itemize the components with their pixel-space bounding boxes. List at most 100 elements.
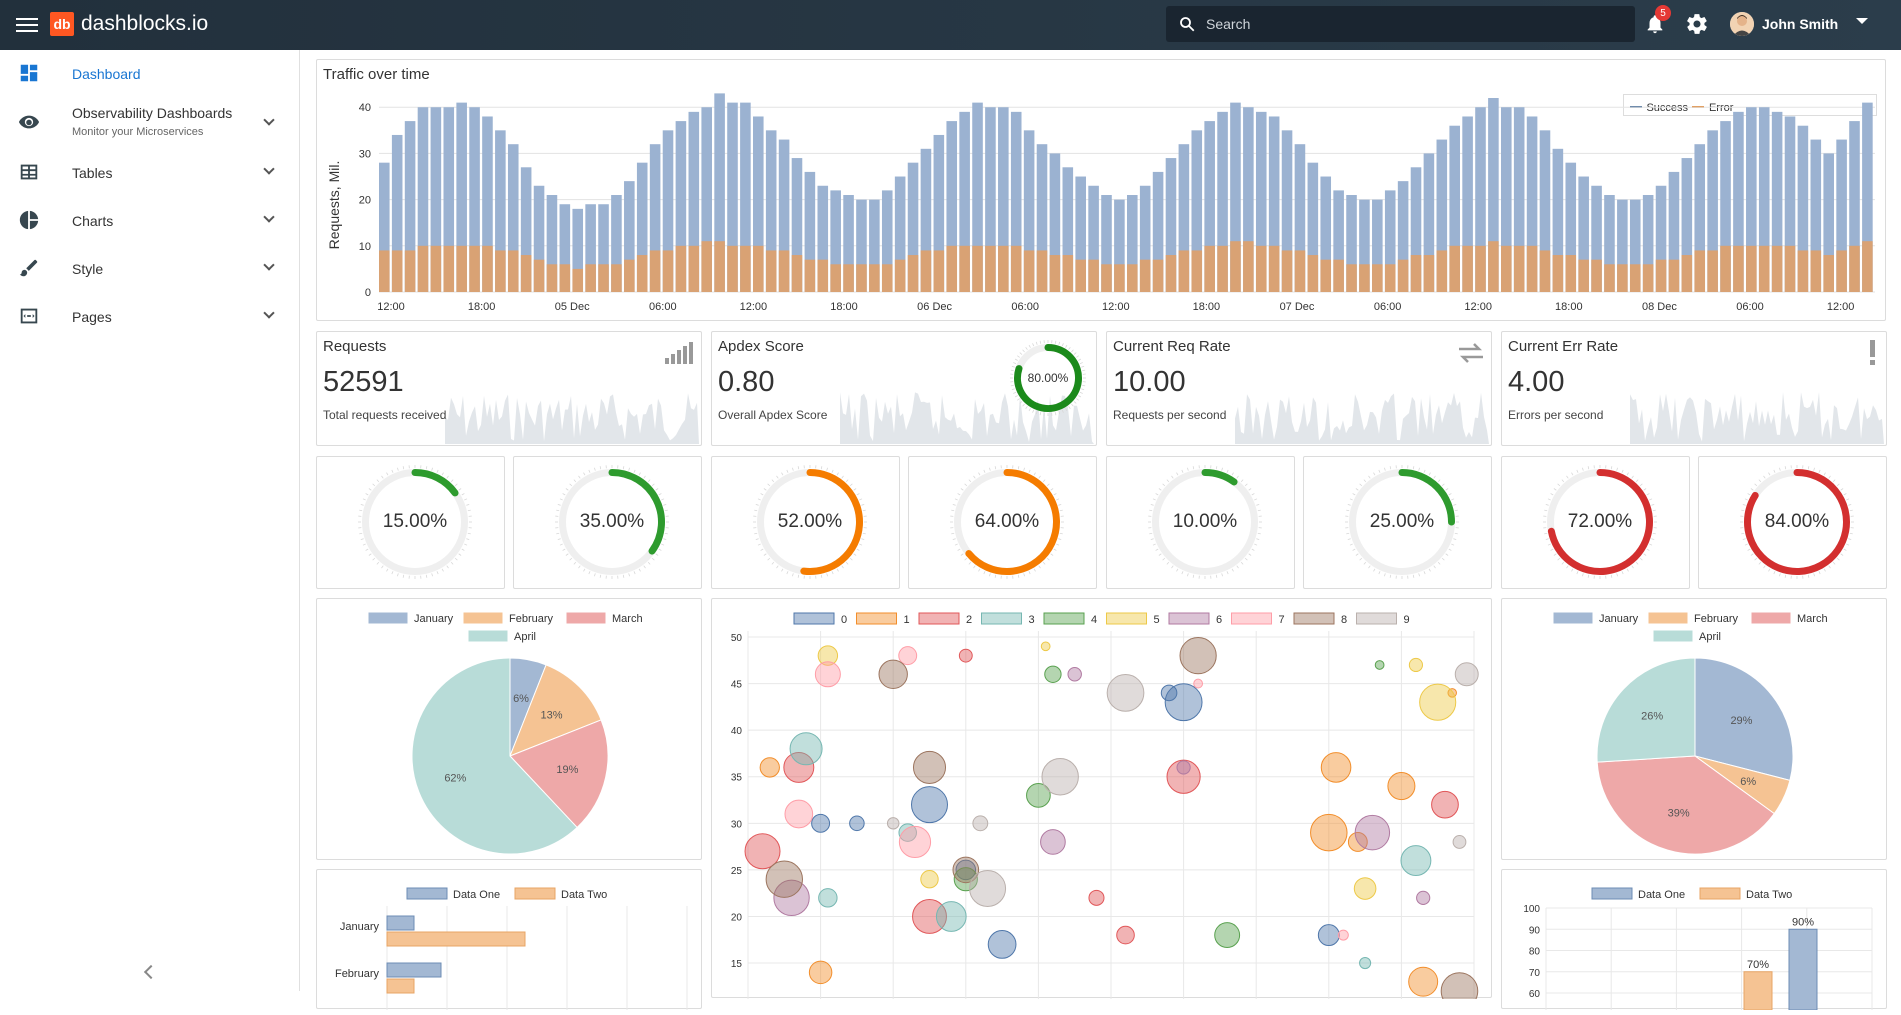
gauge-tick xyxy=(1013,363,1016,364)
stat-card-apdex: Apdex Score 0.80 Overall Apdex Score 80.… xyxy=(711,331,1097,446)
legend-label: January xyxy=(1599,613,1639,625)
stat-title: Requests xyxy=(323,338,386,355)
bubble-point xyxy=(1177,761,1190,774)
gauge-tick xyxy=(1149,533,1152,534)
error-bar xyxy=(1243,241,1254,292)
gauge-tick xyxy=(859,499,862,500)
gauge-tick xyxy=(1350,544,1353,545)
gauge-tick xyxy=(1047,484,1049,486)
gauge-tick xyxy=(1651,539,1654,540)
gauge-tick xyxy=(1554,488,1556,490)
user-menu[interactable]: John Smith xyxy=(1730,12,1838,36)
gauge-tick xyxy=(566,554,568,556)
error-bar xyxy=(1604,264,1615,292)
gauge-tick xyxy=(373,558,375,560)
gauge-tick xyxy=(1446,488,1448,490)
gauge-tick xyxy=(1546,504,1549,505)
gauge-tick xyxy=(846,480,848,482)
gauge-tick xyxy=(1763,476,1765,478)
error-bar xyxy=(482,246,493,292)
sidebar-item-tables[interactable]: Tables xyxy=(0,150,299,194)
gauge-tick xyxy=(1413,466,1414,469)
legend-label: 5 xyxy=(1154,614,1160,626)
legend-label: March xyxy=(612,613,643,625)
y-tick-label: 10 xyxy=(359,241,371,253)
bubble-point xyxy=(790,733,822,765)
gauge-tick xyxy=(973,476,975,478)
gauge-tick xyxy=(782,473,784,476)
error-bar xyxy=(1630,264,1641,292)
legend-swatch xyxy=(1294,613,1334,624)
legend-swatch xyxy=(469,631,507,641)
sidebar-item-charts[interactable]: Charts xyxy=(0,198,299,242)
gauge-tick xyxy=(772,480,774,482)
error-bar xyxy=(1475,246,1486,292)
gauge-tick xyxy=(466,539,469,540)
error-bar xyxy=(921,250,932,292)
gauge-label: 64.00% xyxy=(950,511,1064,533)
gauge-tick xyxy=(979,473,981,476)
sidebar-item-pages[interactable]: Pages xyxy=(0,294,299,338)
app-logo[interactable]: db dashblocks.io xyxy=(50,12,208,36)
gauge-tick xyxy=(1353,549,1356,551)
gauge-tick xyxy=(1551,494,1554,496)
gauge-card: 84.00% xyxy=(1698,456,1887,589)
gauge-tick xyxy=(1051,554,1053,556)
error-bar xyxy=(1166,255,1177,292)
gauge-tick xyxy=(1562,480,1564,482)
error-bar xyxy=(418,246,429,292)
gauge-tick xyxy=(1187,468,1188,471)
gauge-tick xyxy=(1360,484,1362,486)
error-bar xyxy=(1772,246,1783,292)
gauge-tick xyxy=(1080,363,1083,364)
gauge-tick xyxy=(455,558,457,560)
gauge-tick xyxy=(1241,562,1243,564)
settings-gear-icon[interactable] xyxy=(1685,12,1709,36)
sidebar-item-observability[interactable]: Observability Dashboards Monitor your Mi… xyxy=(0,98,299,148)
gauge-tick xyxy=(1020,353,1022,355)
x-tick-label: 06:00 xyxy=(1374,301,1402,313)
error-bar xyxy=(1501,246,1512,292)
error-bar xyxy=(508,250,519,292)
sidebar-item-dashboard[interactable]: Dashboard xyxy=(0,51,299,95)
error-bar xyxy=(1308,255,1319,292)
error-bar xyxy=(1656,260,1667,292)
sparkline xyxy=(1630,382,1884,444)
gauge-tick xyxy=(969,480,971,482)
error-bar xyxy=(1694,250,1705,292)
error-bar xyxy=(1101,264,1112,292)
y-tick-label: 15 xyxy=(731,959,743,970)
gauge-tick xyxy=(397,468,398,471)
gauge-tick xyxy=(1617,468,1618,471)
bubble-point xyxy=(1318,925,1339,946)
gauge-tick xyxy=(1824,569,1826,572)
error-bar xyxy=(805,260,816,292)
error-bar xyxy=(1578,260,1589,292)
sidebar-item-style[interactable]: Style xyxy=(0,246,299,290)
gauge-tick xyxy=(1074,353,1076,355)
legend-swatch xyxy=(1044,613,1084,624)
menu-icon[interactable] xyxy=(16,14,38,34)
gauge-tick xyxy=(623,466,624,469)
search-box[interactable] xyxy=(1166,6,1635,42)
gauge-tick xyxy=(1062,410,1063,413)
gauge-tick xyxy=(1013,392,1016,393)
gauge-tick xyxy=(761,549,764,551)
gauge-tick xyxy=(1066,408,1068,411)
error-bar xyxy=(1333,260,1344,292)
error-bar xyxy=(740,246,751,292)
chevron-down-icon[interactable] xyxy=(1856,18,1868,24)
collapse-sidebar-icon[interactable] xyxy=(144,965,158,979)
error-bar xyxy=(1553,255,1564,292)
gauge-tick xyxy=(1051,488,1053,490)
gauge-card: 52.00% xyxy=(711,456,900,589)
traffic-panel: Traffic over time Success Error Requests… xyxy=(316,59,1886,321)
search-input[interactable] xyxy=(1206,16,1606,32)
gauge-tick xyxy=(1078,396,1081,398)
gauge-tick xyxy=(1779,468,1780,471)
gauge-tick xyxy=(1059,411,1060,414)
stat-card-requests: Requests 52591 Total requests received xyxy=(316,331,702,446)
gauge-tick xyxy=(1187,573,1188,576)
error-bar xyxy=(779,250,790,292)
